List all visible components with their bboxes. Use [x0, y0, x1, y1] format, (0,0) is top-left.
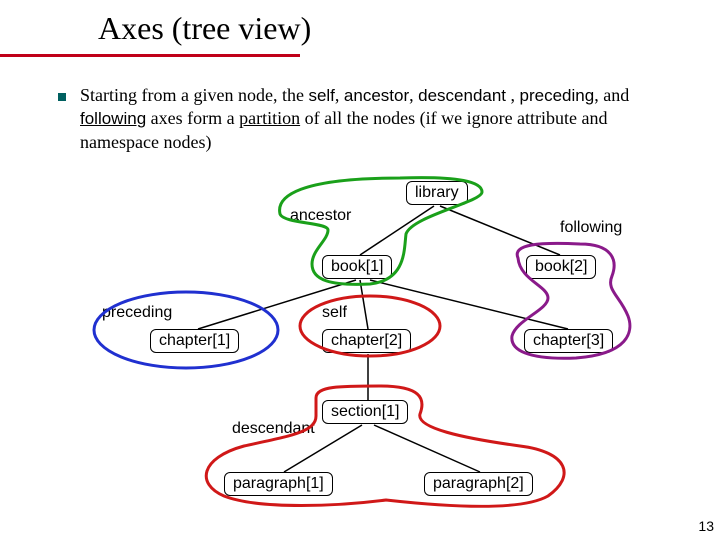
- sep: ,: [409, 85, 418, 105]
- kw-preceding: preceding: [520, 86, 595, 105]
- kw-following: following: [80, 109, 146, 128]
- node-book2: book[2]: [526, 255, 596, 279]
- body-text-1: Starting from a given node, the: [80, 85, 308, 105]
- node-book1: book[1]: [322, 255, 392, 279]
- node-section1: section[1]: [322, 400, 408, 424]
- partition-word: partition: [239, 108, 300, 128]
- label-ancestor: ancestor: [290, 207, 351, 225]
- sep: ,: [506, 85, 520, 105]
- kw-ancestor: ancestor: [344, 86, 409, 105]
- page-number: 13: [698, 518, 714, 534]
- label-self: self: [322, 304, 347, 322]
- node-chapter2: chapter[2]: [322, 329, 411, 353]
- node-chapter3: chapter[3]: [524, 329, 613, 353]
- sep: , and: [594, 85, 629, 105]
- node-paragraph2: paragraph[2]: [424, 472, 533, 496]
- body-text-2: axes form a: [146, 108, 239, 128]
- node-chapter1: chapter[1]: [150, 329, 239, 353]
- node-paragraph1: paragraph[1]: [224, 472, 333, 496]
- body-paragraph: Starting from a given node, the self, an…: [80, 84, 680, 154]
- bullet-icon: [58, 93, 66, 101]
- node-library: library: [406, 181, 468, 205]
- title-underline: [0, 54, 300, 57]
- kw-self: self: [308, 86, 334, 105]
- label-following: following: [560, 219, 622, 237]
- sep: ,: [335, 85, 344, 105]
- kw-descendant: descendant: [418, 86, 506, 105]
- slide-title: Axes (tree view): [98, 10, 311, 47]
- label-descendant: descendant: [232, 420, 315, 438]
- label-preceding: preceding: [102, 304, 172, 322]
